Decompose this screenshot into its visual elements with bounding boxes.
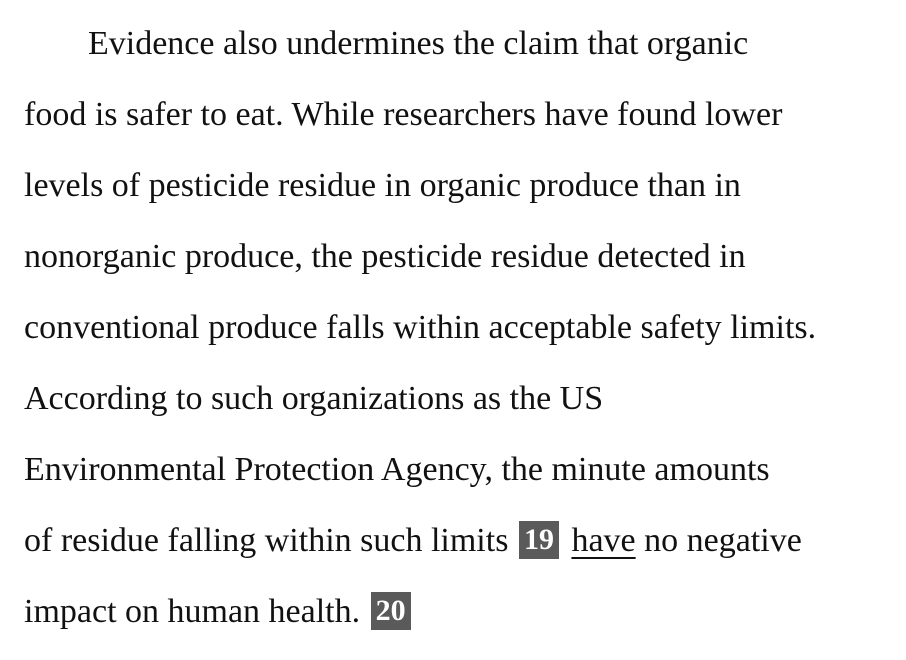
passage-line-8-after: no negative — [644, 522, 802, 559]
passage-line-1: Evidence also undermines the claim that … — [24, 8, 904, 79]
passage-line-6: According to such organizations as the U… — [24, 380, 604, 417]
question-20-marker[interactable]: 20 — [370, 592, 411, 630]
passage-line-3: levels of pesticide residue in organic p… — [24, 167, 741, 204]
passage-line-7: Environmental Protection Agency, the min… — [24, 451, 770, 488]
passage-line-8-before: of residue falling within such limits — [24, 522, 509, 559]
passage-line-9-text: impact on human health. — [24, 593, 361, 630]
passage-line-5: conventional produce falls within accept… — [24, 309, 817, 346]
passage-line-8: of residue falling within such limits 19… — [24, 505, 904, 576]
underlined-phrase-19[interactable]: have — [571, 522, 636, 559]
passage: Evidence also undermines the claim that … — [24, 8, 904, 647]
passage-line-1-text: Evidence also undermines the claim that … — [88, 25, 749, 62]
passage-line-9: impact on human health. 20 — [24, 576, 904, 647]
passage-line-2: food is safer to eat. While researchers … — [24, 96, 783, 133]
passage-line-4: nonorganic produce, the pesticide residu… — [24, 238, 746, 275]
question-19-marker[interactable]: 19 — [518, 521, 559, 559]
